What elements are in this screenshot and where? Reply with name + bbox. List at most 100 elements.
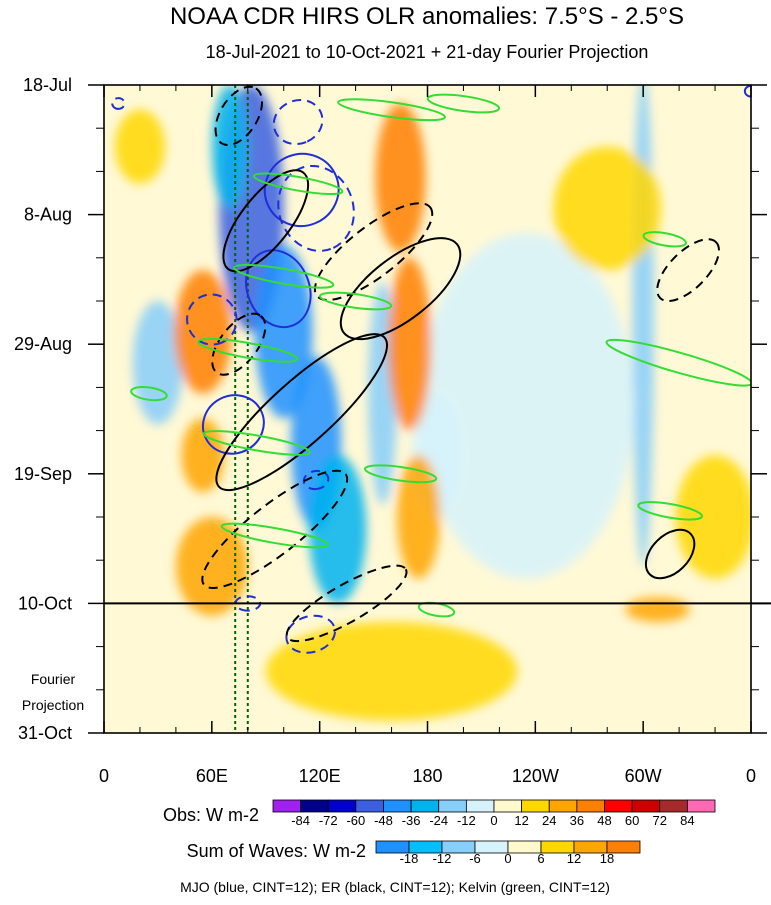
y-tick-label: 18-Jul bbox=[23, 75, 72, 95]
er-contour bbox=[644, 528, 696, 580]
colorbar-swatch bbox=[606, 840, 641, 854]
colorbar-tick-label: -60 bbox=[346, 813, 365, 828]
kelvin-contour bbox=[252, 172, 344, 196]
er-contour bbox=[285, 564, 408, 643]
colorbar-swatch bbox=[410, 799, 440, 813]
mjo-contour bbox=[245, 249, 312, 329]
colorbar-swatch bbox=[507, 840, 542, 854]
obs-anomaly-blob bbox=[175, 517, 248, 616]
colorbar-tick-label: 60 bbox=[625, 813, 639, 828]
chart-subtitle: 18-Jul-2021 to 10-Oct-2021 + 21-day Four… bbox=[206, 42, 649, 62]
waves-colorbar: -18 -12 -6 0 6 12 18 bbox=[375, 840, 641, 866]
y-tick-label: 10-Oct bbox=[18, 593, 72, 613]
colorbar-tick-label: 0 bbox=[490, 813, 497, 828]
er-contour bbox=[222, 169, 310, 273]
kelvin-contour bbox=[197, 337, 299, 363]
obs-anomaly-blob bbox=[308, 455, 367, 604]
colorbar-tick-label: 12 bbox=[567, 851, 581, 866]
colorbar-tick-label: -6 bbox=[469, 851, 481, 866]
obs-anomaly-blob bbox=[375, 103, 426, 252]
mjo-contour bbox=[263, 152, 340, 228]
colorbar-swatch bbox=[686, 799, 716, 813]
kelvin-contour bbox=[130, 385, 168, 402]
colorbar-tick-label: 36 bbox=[570, 813, 584, 828]
colorbar-swatch bbox=[659, 799, 688, 813]
mjo-contours bbox=[111, 85, 751, 654]
colorbar-swatch bbox=[465, 799, 495, 813]
colorbar-tick-label: -24 bbox=[429, 813, 448, 828]
waves-colorbar-label: Sum of Waves: W m-2 bbox=[187, 841, 366, 861]
kelvin-contour bbox=[233, 263, 335, 289]
er-contour bbox=[313, 202, 434, 301]
y-tick-label: 31-Oct bbox=[18, 723, 72, 743]
x-axis: 0 60E 120E 180 120W 60W 0 bbox=[99, 85, 756, 786]
colorbar-tick-label: 48 bbox=[597, 813, 611, 828]
colorbar-tick-label: 6 bbox=[537, 851, 544, 866]
colorbar-tick-label: -48 bbox=[374, 813, 393, 828]
projection-label-line2: Projection bbox=[22, 697, 84, 713]
colorbar-swatch bbox=[327, 799, 357, 813]
obs-anomaly-blob bbox=[211, 85, 248, 209]
colorbar-tick-label: -84 bbox=[291, 813, 310, 828]
x-tick-label: 120W bbox=[512, 766, 559, 786]
kelvin-contour bbox=[637, 501, 704, 521]
footer-caption: MJO (blue, CINT=12); ER (black, CINT=12)… bbox=[180, 879, 610, 895]
colorbar-swatch bbox=[548, 799, 578, 813]
mjo-contour bbox=[302, 469, 330, 491]
obs-anomaly-blob bbox=[132, 301, 184, 425]
er-contour bbox=[339, 237, 462, 341]
mjo-contour bbox=[186, 293, 238, 346]
er-contour bbox=[656, 238, 720, 303]
kelvin-contour bbox=[202, 430, 311, 456]
colorbar-tick-label: 12 bbox=[514, 813, 528, 828]
x-tick-label: 60W bbox=[625, 766, 662, 786]
kelvin-contour bbox=[642, 231, 687, 248]
colorbar-swatch bbox=[576, 799, 605, 813]
mjo-contour bbox=[111, 97, 126, 110]
y-tick-label: 29-Aug bbox=[14, 334, 72, 354]
x-tick-label: 60E bbox=[196, 766, 228, 786]
obs-colorbar: -84 -72 -60 -48 -36 -24 -12 0 12 24 36 48 60 72 84 bbox=[272, 799, 716, 828]
chart-title: NOAA CDR HIRS OLR anomalies: 7.5°S - 2.5… bbox=[170, 3, 684, 30]
obs-colorbar-label: Obs: W m-2 bbox=[163, 805, 259, 825]
colorbar-swatch bbox=[631, 799, 661, 813]
obs-anomaly-blob bbox=[632, 85, 654, 567]
obs-anomaly-blob bbox=[265, 621, 518, 721]
colorbar-swatch bbox=[493, 799, 523, 813]
y-axis: 18-Jul 8-Aug 29-Aug 19-Sep 10-Oct 31-Oct bbox=[14, 75, 767, 743]
mjo-contour bbox=[277, 164, 355, 252]
kelvin-contour bbox=[337, 98, 446, 122]
projection-label-line1: Fourier bbox=[31, 671, 76, 687]
x-tick-label: 0 bbox=[99, 766, 109, 786]
er-contour bbox=[214, 85, 264, 146]
mjo-contour bbox=[272, 98, 324, 146]
obs-anomaly-blob bbox=[625, 597, 690, 622]
obs-anomaly-blob bbox=[418, 233, 635, 579]
colorbar-tick-label: -72 bbox=[319, 813, 338, 828]
colorbar-swatch bbox=[355, 799, 384, 813]
obs-anomaly-blob bbox=[174, 270, 232, 394]
colorbar-swatch bbox=[521, 799, 550, 813]
y-tick-label: 19-Sep bbox=[14, 464, 72, 484]
obs-anomaly-field bbox=[114, 85, 751, 721]
obs-anomaly-blob bbox=[114, 109, 166, 184]
colorbar-swatch bbox=[300, 799, 329, 813]
kelvin-contour bbox=[319, 291, 393, 311]
obs-anomaly-blob bbox=[675, 455, 751, 579]
er-contours bbox=[201, 85, 720, 643]
obs-anomaly-blob bbox=[387, 257, 432, 431]
er-contour bbox=[215, 333, 389, 492]
plot-area bbox=[104, 85, 751, 733]
colorbar-swatch bbox=[438, 799, 467, 813]
kelvin-contour bbox=[605, 338, 751, 387]
kelvin-contour bbox=[426, 93, 501, 114]
obs-anomaly-blob bbox=[553, 146, 662, 271]
y-tick-label: 8-Aug bbox=[24, 205, 72, 225]
obs-anomaly-blob bbox=[181, 418, 225, 493]
er-contour bbox=[211, 312, 267, 376]
obs-anomaly-blob bbox=[396, 455, 441, 579]
x-tick-label: 120E bbox=[299, 766, 341, 786]
colorbar-tick-label: 0 bbox=[504, 851, 511, 866]
kelvin-contours bbox=[130, 93, 751, 618]
colorbar-tick-label: -18 bbox=[400, 851, 419, 866]
